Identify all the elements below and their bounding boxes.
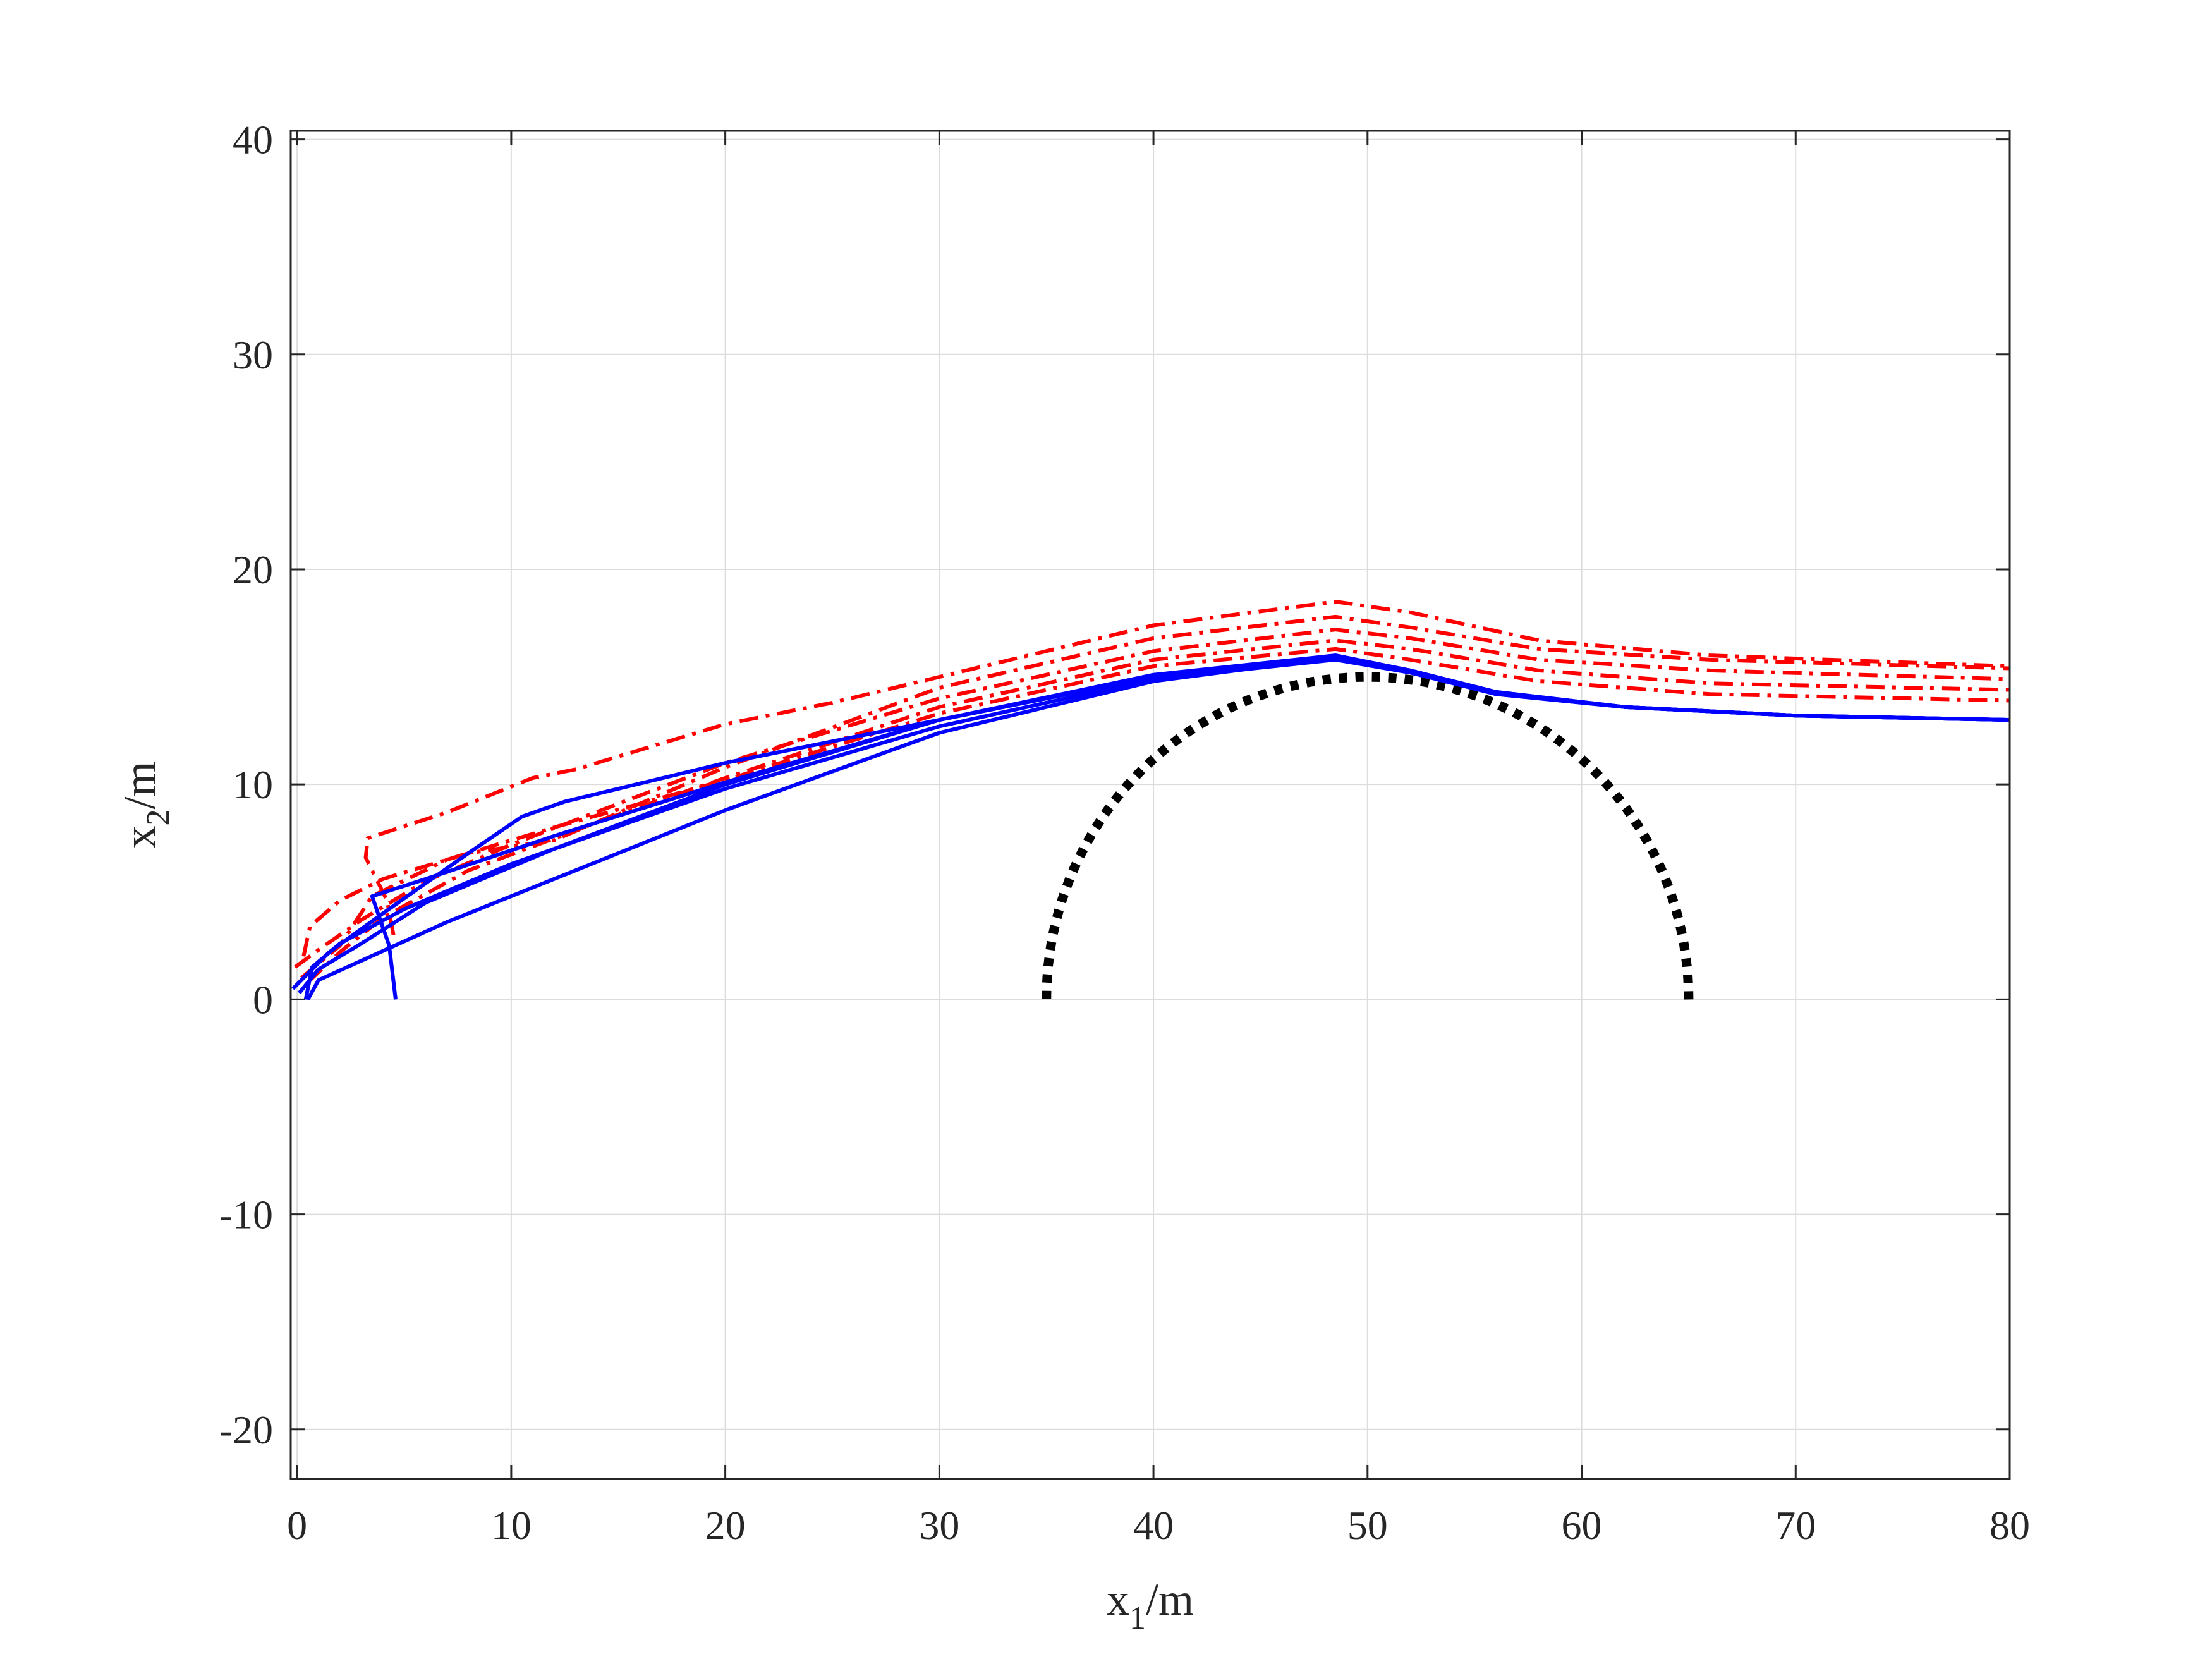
reference-trajectory-8 [301, 614, 2010, 957]
x-tick-label: 50 [1347, 1503, 1388, 1548]
x-axis-label-sub: 1 [1129, 1600, 1146, 1636]
x-tick-label: 40 [1133, 1503, 1174, 1548]
grid [291, 131, 2010, 1479]
x-axis-label-unit: /m [1146, 1574, 1194, 1625]
y-tick-label: -10 [219, 1193, 273, 1237]
x-axis-label-main: x [1107, 1574, 1129, 1625]
y-tick-label: 30 [233, 332, 273, 377]
series-layer [291, 600, 2010, 1000]
x-tick-label: 0 [287, 1503, 307, 1548]
y-tick-label: 20 [233, 547, 273, 592]
y-axis-label-unit: /m [114, 761, 165, 809]
y-axis-label: x2/m [114, 761, 176, 848]
x-tick-label: 60 [1562, 1503, 1602, 1548]
x-tick-label: 20 [705, 1503, 746, 1548]
x-tick-label: 10 [491, 1503, 532, 1548]
reference-trajectory-7 [294, 628, 2010, 969]
x-tick-label: 80 [1990, 1503, 2030, 1548]
obstacle-layer [1042, 672, 1694, 1000]
obstacle-boundary [1042, 672, 1694, 1000]
ticks: 0 10 20 30 40 50 60 70 80 -20 -10 0 10 20 30 40 [219, 118, 2030, 1548]
y-tick-label: 40 [233, 118, 273, 162]
y-axis-label-sub: 2 [140, 810, 176, 826]
actual-trajectory-4 [291, 655, 2010, 990]
x-tick-label: 30 [919, 1503, 959, 1548]
reference-trajectory-9 [363, 600, 2010, 935]
x-axis-label: x1/m [1107, 1574, 1194, 1636]
plot-frame [289, 130, 2011, 1480]
y-axis-label-main: x [114, 826, 165, 849]
x-tick-label: 70 [1775, 1503, 1816, 1548]
y-tick-label: 10 [233, 762, 273, 807]
reference-trajectory-6 [307, 638, 2010, 984]
y-tick-label: -20 [219, 1407, 273, 1452]
y-tick-label: 0 [253, 977, 273, 1022]
